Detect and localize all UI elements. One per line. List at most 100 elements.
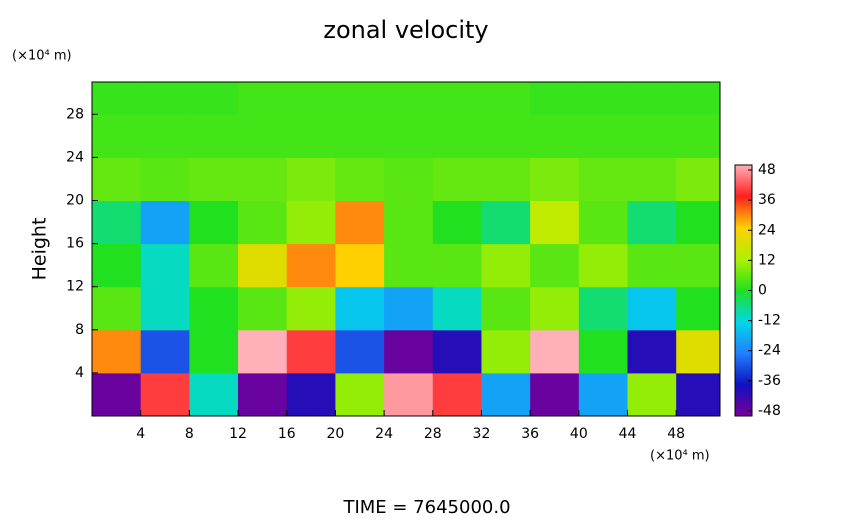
heat-cell (627, 114, 677, 158)
heat-cell (140, 157, 190, 202)
heat-cell (578, 372, 629, 417)
heat-cell (578, 200, 629, 245)
heat-cell (432, 200, 482, 245)
heat-cell (578, 243, 629, 288)
heat-cell (530, 243, 580, 288)
x-tick-label: 16 (278, 426, 296, 442)
heat-cell (286, 243, 336, 288)
heat-cell (92, 82, 142, 115)
heat-cell (189, 200, 239, 245)
heat-cell (384, 157, 434, 202)
heat-cell (530, 329, 580, 374)
heat-cell (432, 243, 482, 288)
heat-cell (286, 114, 336, 158)
heat-cell (384, 243, 434, 288)
y-tick-label: 24 (66, 149, 84, 165)
heat-cell (481, 243, 531, 288)
heat-cell (238, 243, 288, 288)
y-tick-label: 16 (66, 236, 84, 252)
heat-cell (530, 286, 580, 331)
heat-cell (140, 372, 190, 417)
heat-cell (92, 114, 142, 158)
x-tick-label: 12 (229, 426, 247, 442)
heat-cell (335, 114, 385, 158)
heat-cell (286, 286, 336, 331)
heat-cell (676, 286, 721, 331)
y-tick-label: 20 (66, 193, 84, 209)
heat-cell (286, 82, 336, 115)
heat-cell (627, 286, 677, 331)
heat-cell (578, 82, 629, 115)
heat-cell (627, 200, 677, 245)
heat-cell (238, 286, 288, 331)
heat-cell (432, 372, 482, 417)
heat-cell (676, 329, 721, 374)
colorbar-tick-label: 0 (758, 283, 767, 299)
heat-cell (384, 286, 434, 331)
colorbar-tick-label: -48 (758, 403, 781, 419)
heat-cell (384, 114, 434, 158)
x-tick-label: 32 (473, 426, 491, 442)
heat-cell (140, 82, 190, 115)
heat-cell (92, 329, 142, 374)
heat-cell (676, 372, 721, 417)
heat-cell (140, 286, 190, 331)
x-tick-label: 36 (521, 426, 539, 442)
heat-cell (627, 157, 677, 202)
heat-cell (481, 200, 531, 245)
y-unit: (×10⁴ m) (12, 49, 72, 64)
heat-cell (140, 243, 190, 288)
heat-cell (384, 82, 434, 115)
x-tick-label: 4 (136, 426, 145, 442)
heat-cell (384, 329, 434, 374)
heat-cell (578, 114, 629, 158)
heat-cell (238, 329, 288, 374)
x-tick-label: 40 (570, 426, 588, 442)
heat-cell (578, 286, 629, 331)
heat-cell (530, 82, 580, 115)
x-unit: (×10⁴ m) (650, 449, 710, 464)
heat-cell (335, 286, 385, 331)
x-tick-label: 28 (424, 426, 442, 442)
heat-cell (432, 286, 482, 331)
heat-cell (286, 200, 336, 245)
y-tick-label: 12 (66, 279, 84, 295)
heat-cell (432, 114, 482, 158)
heat-cell (92, 286, 142, 331)
heat-cell (286, 329, 336, 374)
heat-cell (530, 114, 580, 158)
heat-cell (335, 243, 385, 288)
colorbar-tick-label: 48 (758, 162, 776, 178)
colorbar-tick-label: -36 (758, 373, 781, 389)
heat-cell (189, 243, 239, 288)
heat-cell (481, 157, 531, 202)
heat-cell (140, 329, 190, 374)
x-tick-label: 48 (667, 426, 685, 442)
heat-cell (140, 114, 190, 158)
colorbar-tick-label: 24 (758, 222, 776, 238)
x-tick-label: 44 (619, 426, 637, 442)
heat-cell (481, 114, 531, 158)
heat-cell (627, 243, 677, 288)
heat-cell (530, 157, 580, 202)
heat-cell (481, 329, 531, 374)
colorbar-tick-label: 36 (758, 192, 776, 208)
heat-cell (189, 372, 239, 417)
heat-cell (189, 82, 239, 115)
heat-cell (335, 200, 385, 245)
heat-cell (432, 329, 482, 374)
x-tick-label: 8 (185, 426, 194, 442)
heat-cell (189, 329, 239, 374)
x-tick-label: 24 (375, 426, 393, 442)
heat-cell (676, 157, 721, 202)
y-tick-label: 4 (75, 365, 84, 381)
heat-cell (335, 157, 385, 202)
heat-cell (92, 372, 142, 417)
heat-cell (432, 82, 482, 115)
y-tick-label: 8 (75, 322, 84, 338)
heat-cell (189, 157, 239, 202)
heat-cell (286, 372, 336, 417)
heat-cell (627, 82, 677, 115)
heat-cell (481, 82, 531, 115)
